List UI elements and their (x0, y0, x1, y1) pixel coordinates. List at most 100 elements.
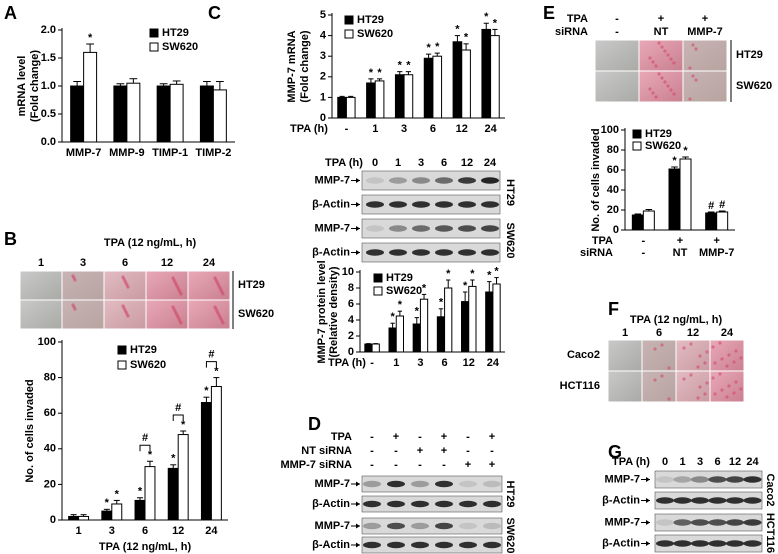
column-label: 24 (484, 157, 497, 169)
micrograph (638, 70, 684, 103)
significance-mark: * (455, 24, 460, 36)
bar (70, 85, 85, 143)
bar (212, 89, 227, 143)
significance-mark: # (719, 199, 725, 211)
blot-group-label: SW620 (504, 517, 516, 553)
x-tick-label: MMP-7 (699, 247, 734, 259)
significance-mark: * (463, 280, 468, 292)
significance-mark: * (369, 67, 374, 79)
micrograph (145, 299, 189, 330)
micrograph (187, 270, 231, 301)
blot-band (459, 480, 477, 488)
significance-mark: * (406, 60, 411, 72)
bar (101, 510, 113, 521)
stained-cell (660, 343, 664, 347)
panel-label: E (543, 3, 555, 23)
arrow-head (356, 202, 360, 207)
blot-band (483, 480, 501, 488)
stained-cell (727, 384, 731, 388)
legend-label: HT29 (645, 128, 672, 140)
bar (200, 402, 212, 521)
legend-label: HT29 (130, 344, 157, 356)
stained-cell (669, 88, 673, 92)
bar (111, 503, 123, 521)
category-row-label: TPA (592, 235, 613, 247)
blot-band (673, 540, 692, 547)
stained-cell (739, 356, 743, 360)
condition-value: - (442, 459, 446, 471)
blot-band (726, 476, 744, 483)
stained-cell (711, 376, 715, 380)
x-tick-label: - (370, 357, 374, 369)
blot-band (458, 177, 476, 184)
bar (492, 283, 501, 353)
bar (444, 287, 453, 353)
significance-mark: * (435, 41, 440, 53)
stained-cell (171, 276, 175, 280)
bar (395, 315, 404, 353)
blot-band (726, 497, 744, 504)
bar (461, 49, 471, 119)
legend-label: SW620 (645, 140, 681, 152)
legend-label: SW620 (357, 28, 393, 40)
stained-cell (698, 354, 702, 358)
stained-cell (682, 346, 686, 350)
y-axis-label: (Fold change) (29, 50, 41, 122)
x-tick-label: - (345, 123, 349, 135)
legend-label: SW620 (162, 41, 198, 53)
micrograph (103, 270, 147, 301)
bar (199, 85, 214, 143)
micrograph (641, 370, 677, 403)
micrograph (607, 370, 643, 403)
blot-band (363, 500, 381, 508)
stained-cell (660, 45, 664, 49)
significance-mark: # (175, 402, 181, 414)
column-label: 1 (38, 257, 44, 269)
bar (403, 74, 414, 119)
stained-cell (732, 391, 736, 395)
blot-band (708, 476, 727, 483)
x-tick-label: 12 (456, 123, 468, 135)
condition-value: - (418, 431, 422, 443)
condition-label: TPA (331, 431, 352, 443)
x-tick-label: 6 (430, 123, 436, 135)
blot-band (435, 480, 453, 488)
stained-cell (725, 395, 729, 399)
micrograph (61, 299, 105, 330)
bar (134, 499, 146, 521)
arrow-head (356, 178, 360, 183)
blot-band (656, 476, 674, 483)
condition-value: - (370, 445, 374, 457)
column-label: 3 (80, 257, 86, 269)
x-axis-label: TPA (h) (328, 357, 366, 369)
x-axis-label: TPA (h) (290, 123, 328, 135)
y-tick-label: 0 (613, 224, 619, 236)
micrograph (682, 39, 728, 72)
stained-cell (654, 64, 658, 68)
blot-band (483, 500, 501, 508)
bar (210, 386, 222, 521)
blot-band (691, 497, 709, 504)
bar (490, 35, 500, 119)
bar (126, 82, 141, 143)
blot-group-label: SW620 (504, 222, 516, 258)
legend-label: HT29 (386, 272, 413, 284)
condition-value: - (615, 13, 619, 25)
blot-band (673, 476, 692, 483)
condition-value: NT (654, 26, 669, 38)
condition-value: + (658, 13, 664, 25)
blot-band (389, 249, 407, 256)
arrow-head (646, 477, 650, 482)
blot-strip (361, 194, 501, 215)
blot-band (412, 201, 430, 208)
significance-mark: * (415, 306, 420, 318)
column-label: 3 (418, 157, 424, 169)
x-tick-label: 3 (417, 357, 423, 369)
bar (156, 85, 171, 143)
stained-cell (705, 350, 709, 354)
stained-cell (713, 361, 717, 365)
x-tick-label: NT (673, 247, 688, 259)
stained-cell (648, 87, 652, 91)
x-tick-label: 3 (109, 525, 115, 537)
y-tick-label: 2 (348, 330, 354, 342)
